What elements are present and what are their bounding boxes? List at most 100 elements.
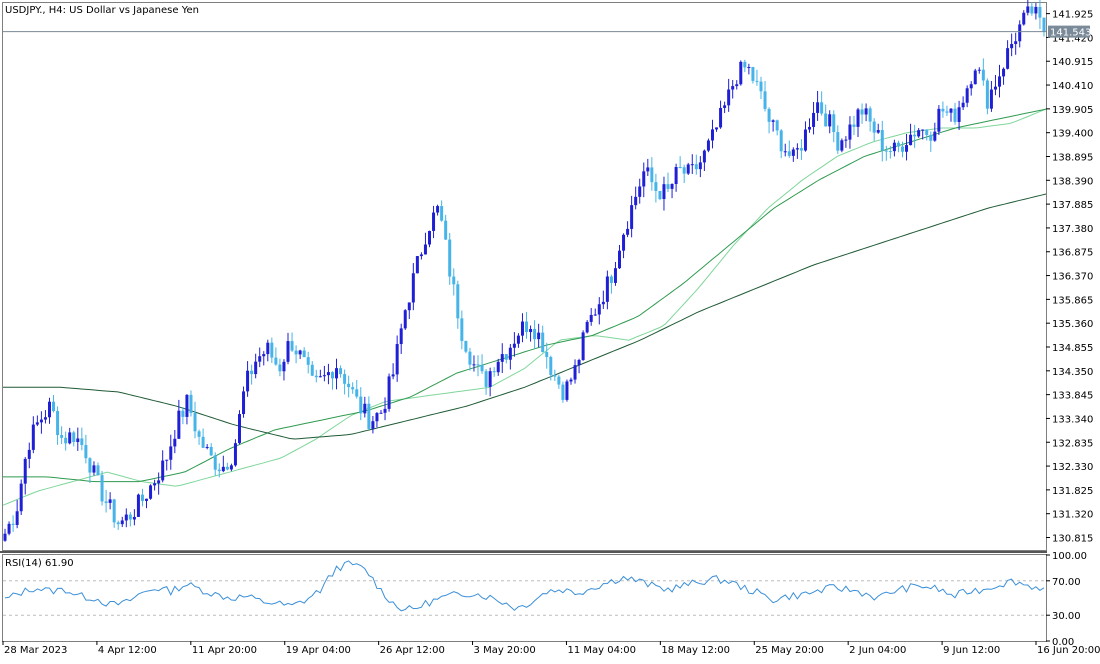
candle-body <box>795 148 799 150</box>
candle-body <box>525 321 529 333</box>
candle-body <box>864 108 868 115</box>
candle-body <box>242 391 246 415</box>
candle-body <box>23 458 27 484</box>
candle-body <box>1018 24 1022 42</box>
candle-body <box>278 364 282 372</box>
candle-body <box>533 329 537 340</box>
price-tick-label: 130.815 <box>1052 534 1093 545</box>
candle-body <box>56 411 60 436</box>
candle-body <box>727 89 731 106</box>
candle-body <box>832 114 836 133</box>
price-tick-label: 132.330 <box>1052 462 1093 473</box>
candle-body <box>326 372 330 376</box>
candle-body <box>743 61 747 68</box>
candle-body <box>407 302 411 311</box>
candle-body <box>694 164 698 170</box>
candle-body <box>520 321 524 336</box>
candle-body <box>35 422 39 425</box>
candle-body <box>306 357 310 365</box>
candle-body <box>650 167 654 183</box>
candle-body <box>468 351 472 365</box>
candle-body <box>646 167 650 172</box>
candle-body <box>605 276 609 302</box>
candle-body <box>492 371 496 373</box>
candle-body <box>719 107 723 128</box>
rsi-line <box>4 560 1045 612</box>
candle-body <box>84 445 88 459</box>
candle-body <box>52 401 56 412</box>
candle-body <box>848 124 852 140</box>
candle-body <box>432 212 436 231</box>
candle-body <box>403 310 407 329</box>
candle-body <box>76 438 80 443</box>
candle-body <box>355 389 359 397</box>
candle-body <box>347 383 351 388</box>
candle-body <box>399 328 403 345</box>
candle-body <box>868 108 872 122</box>
candle-body <box>791 149 795 156</box>
candle-body <box>973 70 977 85</box>
moving-averages <box>2 108 1047 506</box>
candle-body <box>448 239 452 277</box>
candle-body <box>209 446 213 456</box>
candle-body <box>957 107 961 122</box>
candle-body <box>504 354 508 360</box>
rsi-tick-label: 70.00 <box>1052 577 1081 588</box>
candle-body <box>229 465 233 470</box>
candle-body <box>419 254 423 257</box>
time-tick-label: 2 Jun 04:00 <box>849 645 906 656</box>
candle-body <box>452 276 456 285</box>
candle-body <box>658 190 662 200</box>
price-tick-label: 139.400 <box>1052 129 1093 140</box>
candle-body <box>440 206 444 221</box>
candle-body <box>836 132 840 151</box>
candle-body <box>634 196 638 206</box>
candle-body <box>64 437 68 444</box>
candle-body <box>343 374 347 384</box>
candle-body <box>577 360 581 366</box>
candle-body <box>72 432 76 443</box>
candle-body <box>642 171 646 187</box>
candle-body <box>739 61 743 85</box>
candle-body <box>411 273 415 303</box>
candle-body <box>68 432 72 444</box>
price-tick-label: 133.845 <box>1052 391 1093 402</box>
candle-body <box>387 376 391 409</box>
candle-body <box>852 124 856 127</box>
price-tick-label: 138.895 <box>1052 152 1093 163</box>
candle-body <box>124 514 128 521</box>
candle-body <box>771 120 775 122</box>
candle-body <box>116 522 120 525</box>
candle-body <box>909 134 913 146</box>
candle-body <box>11 523 15 525</box>
candle-body <box>193 412 197 432</box>
candle-body <box>597 304 601 315</box>
price-tick-label: 132.835 <box>1052 438 1093 449</box>
candlesticks <box>3 0 1046 542</box>
candle-body <box>872 121 876 133</box>
candle-body <box>92 465 96 473</box>
candle-body <box>775 120 779 131</box>
ma-line-2 <box>3 108 1047 483</box>
candle-body <box>213 455 217 470</box>
candle-body <box>581 332 585 361</box>
candle-body <box>217 469 221 472</box>
candle-body <box>589 314 593 322</box>
candle-body <box>735 84 739 87</box>
candle-body <box>96 465 100 476</box>
candle-body <box>508 347 512 360</box>
price-tick-label: 140.410 <box>1052 81 1093 92</box>
candle-body <box>670 184 674 189</box>
candle-body <box>747 67 751 69</box>
candle-body <box>60 435 64 438</box>
candle-body <box>136 494 140 517</box>
candle-body <box>1022 12 1026 25</box>
candle-body <box>512 343 516 348</box>
candle-body <box>27 449 31 459</box>
candle-body <box>541 332 545 353</box>
candle-body <box>585 321 589 333</box>
candle-body <box>888 151 892 153</box>
candle-body <box>921 129 925 131</box>
